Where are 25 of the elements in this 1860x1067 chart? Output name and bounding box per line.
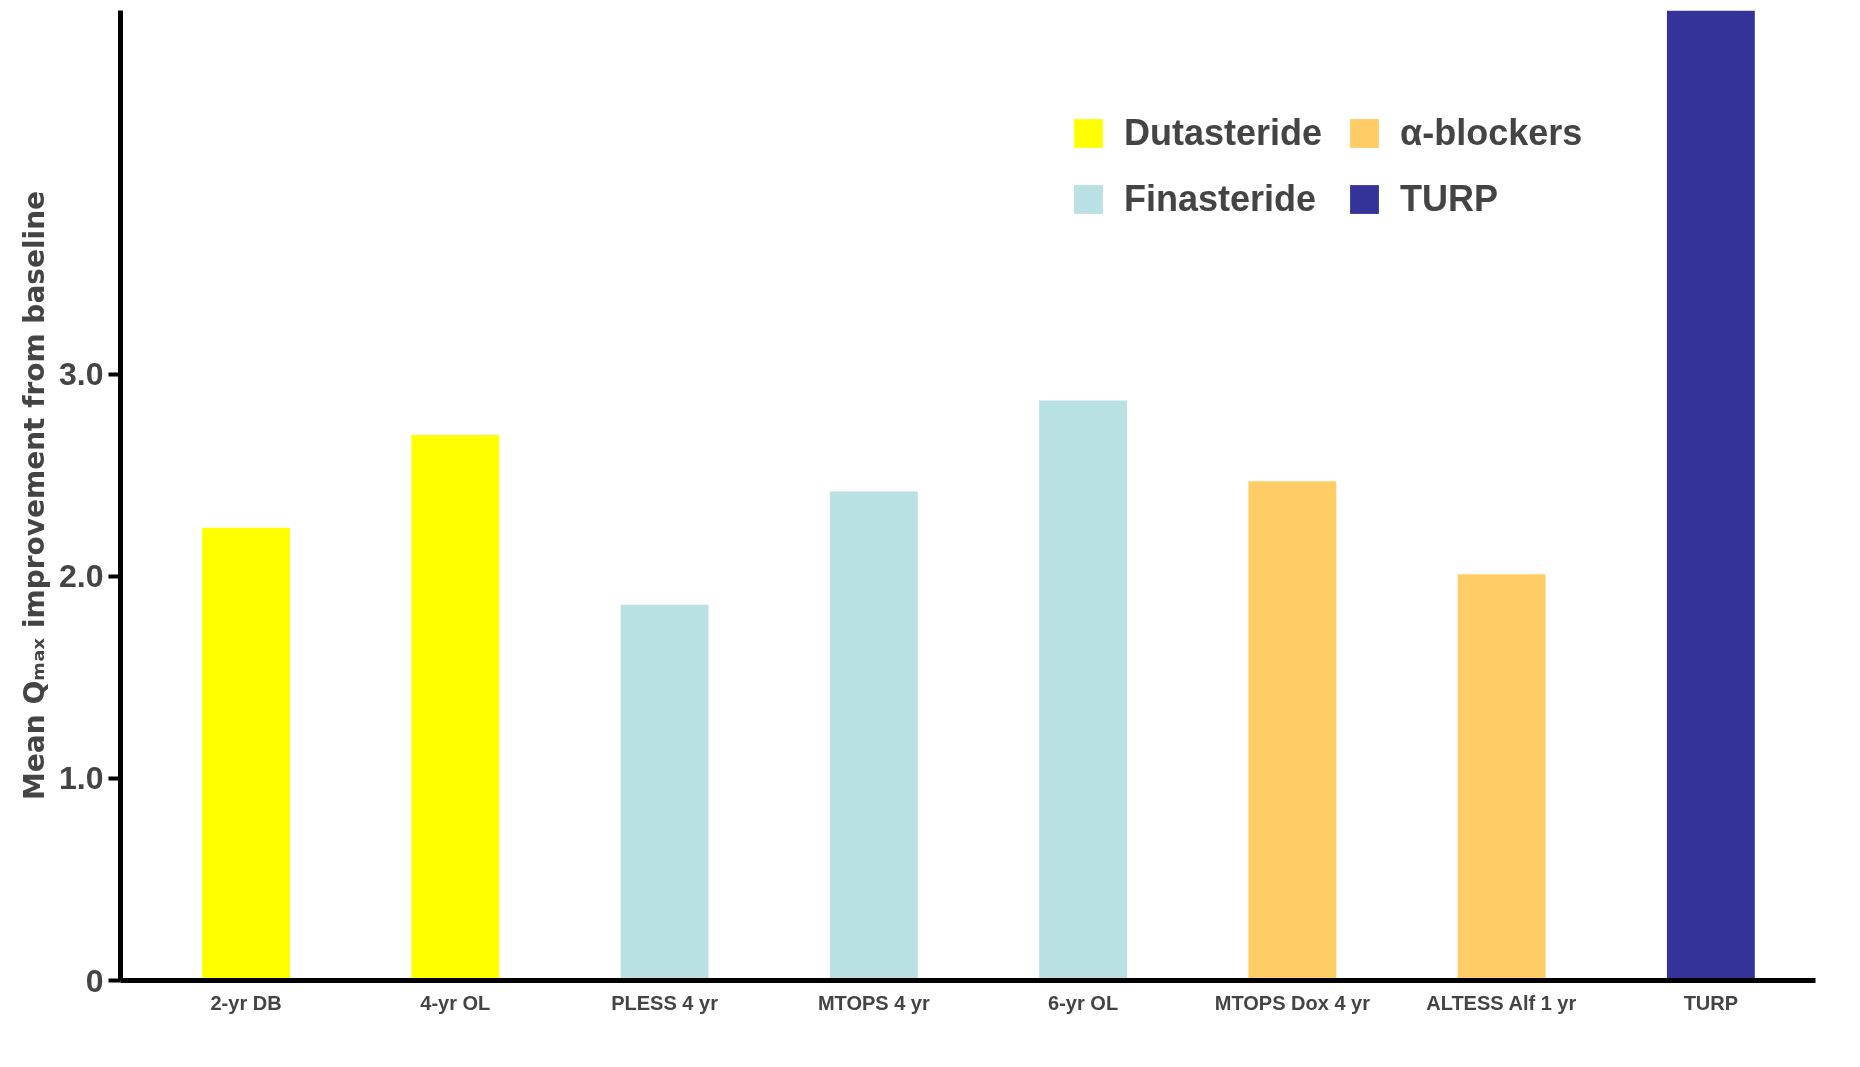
legend-label: Dutasteride bbox=[1124, 112, 1323, 154]
x-tick-label: PLESS 4 yr bbox=[611, 991, 719, 1014]
bar bbox=[202, 527, 290, 981]
bar bbox=[1248, 481, 1337, 981]
x-tick-label: ALTESS Alf 1 yr bbox=[1426, 991, 1577, 1014]
x-tick-label: 2-yr DB bbox=[210, 991, 282, 1014]
y-tick-label: 0 bbox=[85, 962, 104, 999]
bar bbox=[411, 434, 500, 981]
x-tick-label: 6-yr OL bbox=[1048, 991, 1119, 1014]
x-tick-label: MTOPS Dox 4 yr bbox=[1214, 991, 1371, 1014]
legend-label: α-blockers bbox=[1400, 112, 1583, 154]
legend-label: Finasteride bbox=[1124, 178, 1317, 220]
x-tick-label: MTOPS 4 yr bbox=[817, 991, 930, 1014]
y-tick-label: 2.0 bbox=[59, 558, 104, 595]
y-tick-label: 1.0 bbox=[59, 760, 104, 797]
x-tick-label: TURP bbox=[1683, 991, 1739, 1014]
legend-label: TURP bbox=[1400, 178, 1499, 220]
x-tick-label: 4-yr OL bbox=[420, 991, 491, 1014]
bar bbox=[620, 604, 709, 981]
y-axis-title: Mean Qₘₐₓ improvement from baseline bbox=[18, 190, 52, 801]
bar bbox=[1039, 400, 1128, 981]
bar bbox=[1457, 574, 1546, 981]
y-tick-label: 3.0 bbox=[59, 356, 104, 393]
bar bbox=[829, 491, 918, 981]
bar bbox=[1666, 10, 1755, 981]
